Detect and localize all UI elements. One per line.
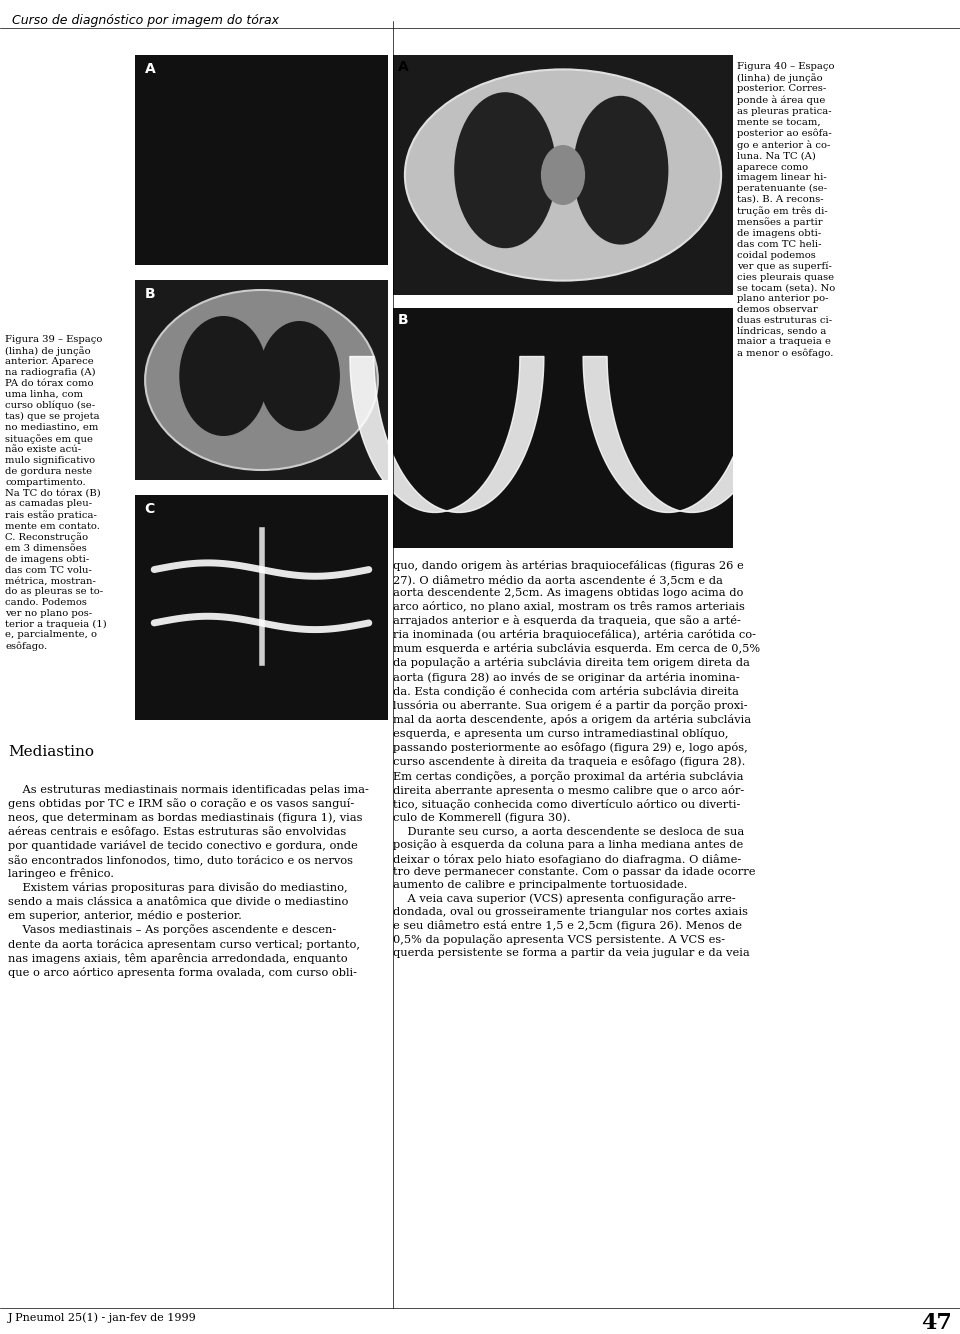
Ellipse shape (259, 321, 340, 431)
Text: Figura 39 – Espaço
(linha) de junção
anterior. Aparece
na radiografia (A)
PA do : Figura 39 – Espaço (linha) de junção ant… (5, 335, 107, 651)
Ellipse shape (540, 145, 585, 205)
Bar (393, 55, 733, 295)
Text: Curso de diagnóstico por imagem do tórax: Curso de diagnóstico por imagem do tórax (12, 13, 279, 27)
Text: B: B (397, 313, 408, 327)
Text: quo, dando origem às artérias braquiocefálicas (figuras 26 e
27). O diâmetro méd: quo, dando origem às artérias braquiocef… (393, 560, 760, 958)
Ellipse shape (454, 92, 556, 248)
Text: Mediastino: Mediastino (8, 744, 94, 759)
Text: 47: 47 (922, 1313, 952, 1334)
Text: J Pneumol 25(1) - jan-fev de 1999: J Pneumol 25(1) - jan-fev de 1999 (8, 1313, 197, 1322)
Ellipse shape (573, 96, 668, 244)
Text: A: A (145, 61, 156, 76)
Text: A: A (397, 60, 409, 75)
Text: As estruturas mediastinais normais identificadas pelas ima-
gens obtidas por TC : As estruturas mediastinais normais ident… (8, 784, 369, 978)
Bar (135, 495, 388, 720)
Ellipse shape (405, 69, 721, 280)
Bar (135, 280, 388, 480)
Bar (393, 308, 733, 548)
Text: C: C (145, 502, 155, 516)
Text: B: B (145, 287, 156, 300)
Ellipse shape (145, 289, 378, 470)
Ellipse shape (180, 316, 268, 436)
Text: Figura 40 – Espaço
(linha) de junção
posterior. Corres-
ponde à área que
as pleu: Figura 40 – Espaço (linha) de junção pos… (737, 61, 835, 358)
Bar (135, 55, 388, 265)
